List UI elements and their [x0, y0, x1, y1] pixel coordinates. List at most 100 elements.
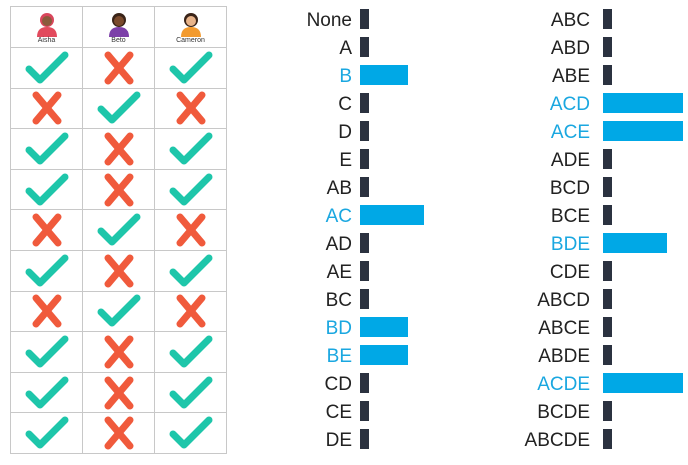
grid-cell	[82, 168, 155, 211]
bar	[360, 65, 408, 85]
grid-row	[10, 168, 227, 211]
bar	[360, 205, 424, 225]
check-icon	[25, 51, 68, 84]
check-icon	[169, 376, 212, 409]
cross-icon	[176, 213, 205, 247]
bar-zero	[603, 9, 612, 29]
grid-cell	[82, 47, 155, 89]
avatar-shirt	[36, 26, 57, 37]
check-icon	[169, 416, 212, 449]
grid-cell	[10, 412, 83, 454]
grid-cell	[154, 371, 227, 414]
bar-chart: NoneABCDEABACADAEBCBDBECDCEDEABCABDABEAC…	[307, 9, 683, 451]
check-icon	[97, 213, 140, 246]
category-label: BDE	[551, 234, 590, 255]
grid-row	[10, 47, 227, 89]
avatar-shirt	[180, 26, 201, 37]
grid-cell	[10, 128, 83, 170]
category-label: ACDE	[537, 374, 590, 395]
check-icon	[25, 132, 68, 165]
vote-grid: Aisha Beto Cameron	[10, 6, 227, 454]
category-label: AE	[327, 262, 352, 283]
avatar	[180, 12, 201, 37]
grid-cell	[154, 168, 227, 211]
bar-zero	[360, 373, 369, 393]
grid-header-row: Aisha Beto Cameron	[10, 6, 227, 48]
grid-cell	[82, 371, 155, 414]
category-label: None	[307, 10, 352, 31]
grid-cell	[82, 87, 155, 130]
cross-icon	[176, 91, 205, 125]
grid-cell	[154, 47, 227, 89]
category-label: BD	[326, 318, 352, 339]
check-icon	[97, 294, 140, 327]
check-icon	[25, 416, 68, 449]
category-label: ABCD	[537, 290, 590, 311]
bar-zero	[603, 289, 612, 309]
grid-row	[10, 290, 227, 333]
cross-icon	[104, 335, 133, 369]
person-name: Cameron	[176, 36, 205, 44]
grid-body	[10, 47, 227, 454]
grid-cell	[154, 209, 227, 251]
grid-cell	[10, 249, 83, 292]
category-label: ABC	[551, 10, 590, 31]
bar-zero	[360, 149, 369, 169]
bar-zero	[360, 37, 369, 57]
avatar	[108, 12, 129, 37]
category-label: ABCDE	[525, 430, 590, 451]
category-label: BE	[327, 346, 352, 367]
check-icon	[169, 173, 212, 206]
category-label: ADE	[551, 150, 590, 171]
category-label: AC	[326, 206, 352, 227]
check-icon	[97, 91, 140, 124]
bar	[603, 121, 683, 141]
grid-cell	[10, 47, 83, 89]
bar-zero	[603, 429, 612, 449]
header-cameron: Cameron	[154, 6, 227, 48]
grid-row	[10, 87, 227, 130]
cross-icon	[104, 376, 133, 410]
category-label: ABD	[551, 38, 590, 59]
grid-row	[10, 371, 227, 414]
check-icon	[169, 132, 212, 165]
grid-cell	[154, 87, 227, 130]
avatar-face	[185, 15, 196, 26]
check-icon	[169, 51, 212, 84]
bar-zero	[360, 121, 369, 141]
category-label: CE	[326, 402, 352, 423]
bar-zero	[603, 205, 612, 225]
check-icon	[25, 173, 68, 206]
grid-row	[10, 209, 227, 251]
bar-zero	[360, 261, 369, 281]
avatar-face	[113, 15, 124, 26]
bar-zero	[360, 93, 369, 113]
grid-cell	[154, 128, 227, 170]
bar	[360, 317, 408, 337]
bar-zero	[603, 317, 612, 337]
category-label: BC	[326, 290, 352, 311]
grid-row	[10, 412, 227, 454]
bar-zero	[360, 401, 369, 421]
header-beto: Beto	[82, 6, 155, 48]
grid-cell	[10, 290, 83, 333]
grid-cell	[10, 331, 83, 373]
grid-cell	[154, 331, 227, 373]
category-label: A	[339, 38, 352, 59]
category-label: BCD	[550, 178, 590, 199]
header-aisha: Aisha	[10, 6, 83, 48]
cross-icon	[176, 294, 205, 328]
cross-icon	[104, 254, 133, 288]
grid-row	[10, 249, 227, 292]
check-icon	[169, 254, 212, 287]
avatar-face	[41, 15, 52, 26]
category-label: DE	[326, 430, 352, 451]
grid-row	[10, 331, 227, 373]
category-label: ABE	[552, 66, 590, 87]
category-label: ACD	[550, 94, 590, 115]
bar-zero	[603, 177, 612, 197]
bar-zero	[360, 233, 369, 253]
grid-cell	[10, 168, 83, 211]
bar	[603, 93, 683, 113]
grid-cell	[10, 371, 83, 414]
